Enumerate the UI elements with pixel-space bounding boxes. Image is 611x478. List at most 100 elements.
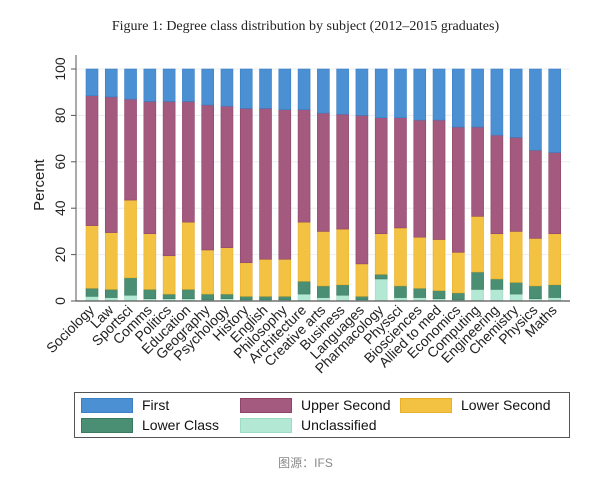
bar-stack xyxy=(124,68,137,302)
bar-segment-lower-class xyxy=(259,296,272,301)
bar-stack xyxy=(239,68,253,302)
bar-segment-lower-second xyxy=(297,221,311,282)
bar-segment-lower-class xyxy=(471,271,484,290)
bar-stack xyxy=(471,68,484,302)
bar-segment-first xyxy=(452,68,465,128)
bar-stack xyxy=(201,68,214,302)
legend-item-lower-class: Lower Class xyxy=(81,417,219,433)
bar-segment-lower-second xyxy=(394,227,407,287)
bar-segment-lower-class xyxy=(239,296,253,301)
x-tick-label: Sociology xyxy=(43,302,97,356)
bar-segment-unclassified xyxy=(85,296,99,302)
bar-segment-first xyxy=(143,68,157,102)
stacked-bar-chart: 0 20 40 60 80 100 SociologyLawSportsciCommsPo… xyxy=(31,55,570,376)
bar-stack xyxy=(529,68,542,302)
bar-segment-upper-second xyxy=(162,101,176,257)
bar-stack xyxy=(548,68,562,302)
bar-segment-first xyxy=(471,68,484,128)
bar-segment-lower-class xyxy=(317,285,330,298)
bar-stack xyxy=(336,68,349,302)
bar-stack xyxy=(432,68,446,302)
bar-segment-first xyxy=(278,68,292,110)
y-tick-label: 100 xyxy=(52,57,68,81)
bar-segment-first xyxy=(374,68,388,119)
bar-segment-first xyxy=(336,68,349,115)
chart-title: Figure 1: Degree class distribution by s… xyxy=(111,19,500,34)
bar-segment-upper-second xyxy=(471,126,484,217)
legend-label: Lower Second xyxy=(461,397,551,413)
bar-segment-first xyxy=(432,68,446,121)
bar-segment-lower-class xyxy=(490,278,504,290)
bar-segment-lower-second xyxy=(432,239,446,291)
legend-label: Unclassified xyxy=(301,417,377,433)
bar-segment-unclassified xyxy=(509,293,523,302)
bar-segment-lower-class xyxy=(278,296,292,301)
bar-segment-lower-second xyxy=(143,233,157,290)
legend-item-unclassified: Unclassified xyxy=(240,417,376,433)
bar-segment-lower-class xyxy=(124,277,137,296)
bar-segment-upper-second xyxy=(278,109,292,260)
bar-stack xyxy=(394,68,407,302)
bar-segment-upper-second xyxy=(548,152,562,235)
bar-segment-upper-second xyxy=(85,95,99,226)
bar-segment-upper-second xyxy=(220,105,234,248)
bar-segment-lower-second xyxy=(104,232,118,290)
bar-segment-upper-second xyxy=(529,149,542,239)
bar-segment-first xyxy=(201,68,214,106)
bar-segment-lower-class xyxy=(432,290,446,299)
bar-segment-lower-second xyxy=(162,255,176,295)
bar-segment-lower-second xyxy=(452,251,465,294)
bar-segment-first xyxy=(182,68,195,102)
legend-swatch xyxy=(400,397,452,413)
bar-stack xyxy=(182,68,195,302)
bar-stack xyxy=(104,68,118,302)
bar-segment-unclassified xyxy=(374,278,388,302)
bar-segment-upper-second xyxy=(201,104,214,251)
bar-segment-lower-class xyxy=(336,284,349,296)
legend-label: Lower Class xyxy=(142,417,220,433)
bar-stack xyxy=(374,68,388,302)
bar-segment-lower-second xyxy=(124,199,137,279)
bar-segment-lower-class xyxy=(413,287,427,298)
bar-stack xyxy=(355,68,369,302)
bar-segment-first xyxy=(490,68,504,136)
bar-segment-lower-class xyxy=(355,296,369,301)
bar-segment-upper-second xyxy=(374,117,388,235)
bar-segment-lower-class xyxy=(143,289,157,299)
y-tick-label: 0 xyxy=(52,297,68,305)
bar-segment-unclassified xyxy=(471,289,484,302)
bar-segment-first xyxy=(317,68,330,114)
bar-segment-upper-second xyxy=(509,137,523,232)
legend-swatch xyxy=(240,417,292,433)
bar-segment-upper-second xyxy=(432,119,446,240)
bar-segment-lower-class xyxy=(85,287,99,297)
bar-segment-upper-second xyxy=(124,98,137,201)
bar-stack xyxy=(317,68,330,302)
bar-stack xyxy=(413,68,427,302)
bar-segment-lower-second xyxy=(374,233,388,275)
y-tick-label: 40 xyxy=(52,200,68,216)
bar-segment-first xyxy=(85,68,99,96)
legend-item-first: First xyxy=(81,397,169,413)
y-tick-label: 60 xyxy=(52,154,68,170)
bar-segment-lower-second xyxy=(85,225,99,289)
bar-segment-unclassified xyxy=(336,294,349,302)
bar-segment-lower-class xyxy=(452,292,465,301)
bar-segment-lower-class xyxy=(182,289,195,299)
bar-segment-unclassified xyxy=(297,293,311,302)
bar-segment-lower-second xyxy=(220,247,234,295)
bar-segment-upper-second xyxy=(394,117,407,229)
bar-segment-first xyxy=(104,68,118,98)
bar-segment-upper-second xyxy=(104,96,118,233)
y-tick-label: 20 xyxy=(52,247,68,263)
bar-segment-lower-second xyxy=(509,231,523,283)
legend: First Upper Second Lower Second Lower Class… xyxy=(74,392,570,438)
bar-segment-first xyxy=(413,68,427,121)
bar-segment-upper-second xyxy=(239,108,253,264)
bar-stack xyxy=(297,68,311,302)
y-tick-labels: 0 20 40 60 80 100 xyxy=(52,57,68,305)
bar-stack xyxy=(259,68,272,302)
legend-item-upper-second: Upper Second xyxy=(240,397,391,413)
bar-segment-lower-second xyxy=(259,258,272,297)
bar-segment-upper-second xyxy=(413,119,427,238)
